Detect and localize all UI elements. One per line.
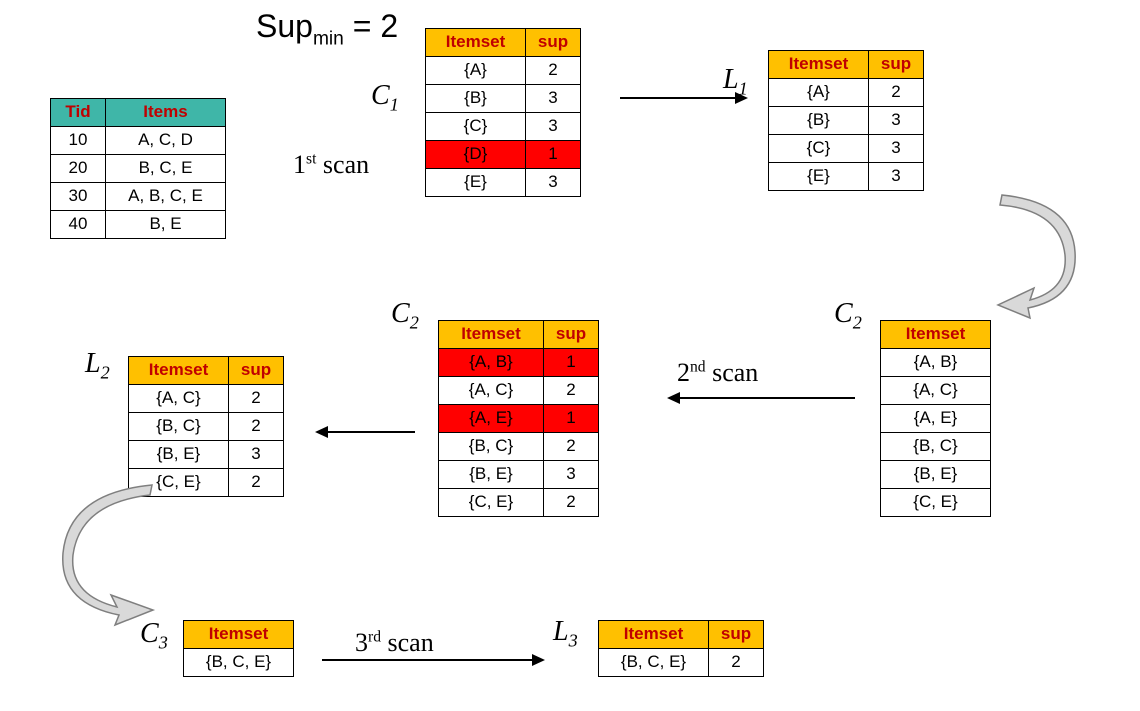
table-row: {E}3 (769, 162, 924, 190)
table-row: 20B, C, E (51, 154, 226, 182)
table-row: {C, E}2 (129, 468, 284, 496)
table-row: {A}2 (769, 78, 924, 106)
l2-table: Itemsetsup {A, C}2 {B, C}2 {B, E}3 {C, E… (128, 356, 284, 497)
curved-arrow-l2-c3 (55, 495, 175, 625)
table-row: {A, C}2 (129, 384, 284, 412)
second-scan-label: 2nd scan (677, 358, 758, 388)
table-row: {B, C, E} (184, 648, 294, 676)
input-header-items: Items (106, 99, 226, 127)
c3-label: C3 (140, 618, 168, 654)
table-row: {B, C}2 (129, 412, 284, 440)
table-row: 30A, B, C, E (51, 182, 226, 210)
supmin-prefix: Sup (256, 8, 313, 44)
input-header-tid: Tid (51, 99, 106, 127)
table-row: {B}3 (426, 84, 581, 112)
table-row: {B, C} (881, 432, 991, 460)
first-scan-label: 1st scan (293, 150, 369, 180)
table-row-pruned: {D}1 (426, 140, 581, 168)
table-row: {A}2 (426, 56, 581, 84)
table-row: {A, E} (881, 404, 991, 432)
arrow-c2r-to-c2m (660, 388, 860, 408)
supmin-eq: = 2 (353, 8, 398, 44)
table-row: {C}3 (769, 134, 924, 162)
table-row-pruned: {A, E}1 (439, 404, 599, 432)
table-row: {B}3 (769, 106, 924, 134)
c2-support-table: Itemsetsup {A, B}1 {A, C}2 {A, E}1 {B, C… (438, 320, 599, 517)
sup-min-label: Supmin = 2 (256, 8, 398, 50)
c1-table: Itemsetsup {A}2 {B}3 {C}3 {D}1 {E}3 (425, 28, 581, 197)
table-row: {B, E}3 (439, 460, 599, 488)
table-row-pruned: {A, B}1 (439, 348, 599, 376)
table-row: {A, C}2 (439, 376, 599, 404)
supmin-sub: min (313, 28, 344, 49)
table-row: {C, E}2 (439, 488, 599, 516)
l1-label: L1 (723, 64, 748, 100)
table-row: {B, C, E}2 (599, 648, 764, 676)
table-row: 40B, E (51, 210, 226, 238)
table-row: {B, E} (881, 460, 991, 488)
table-row: {B, E}3 (129, 440, 284, 468)
curved-arrow-l1-c2 (990, 200, 1085, 315)
table-row: {A, B} (881, 348, 991, 376)
table-row: 10A, C, D (51, 126, 226, 154)
c1-label: C1 (371, 80, 399, 116)
table-row: {B, C}2 (439, 432, 599, 460)
input-transactions-table: Tid Items 10A, C, D 20B, C, E 30A, B, C,… (50, 98, 226, 239)
c2-right-label: C2 (834, 298, 862, 334)
table-row: {E}3 (426, 168, 581, 196)
c2-mid-label: C2 (391, 298, 419, 334)
arrow-c2m-to-l2 (310, 422, 420, 442)
arrow-c3-to-l3 (322, 650, 547, 670)
table-row: {C, E} (881, 488, 991, 516)
c2-candidates-table: Itemset {A, B} {A, C} {A, E} {B, C} {B, … (880, 320, 991, 517)
l2-label: L2 (85, 348, 110, 384)
c3-table: Itemset {B, C, E} (183, 620, 294, 677)
table-row: {A, C} (881, 376, 991, 404)
l3-table: Itemsetsup {B, C, E}2 (598, 620, 764, 677)
l3-label: L3 (553, 616, 578, 652)
table-row: {C}3 (426, 112, 581, 140)
l1-table: Itemsetsup {A}2 {B}3 {C}3 {E}3 (768, 50, 924, 191)
